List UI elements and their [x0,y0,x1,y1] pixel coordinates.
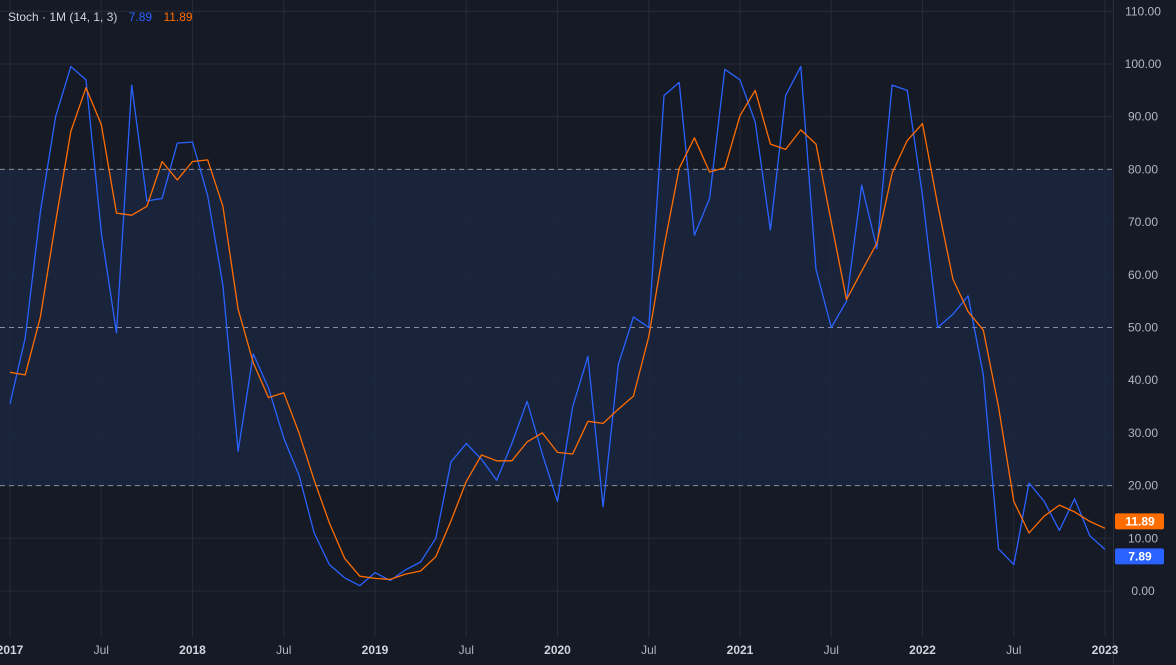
x-tick-label: 2021 [727,643,754,657]
k-series-line[interactable] [9,65,1106,587]
x-tick-label: Jul [641,643,656,657]
x-tick-label: 2020 [544,643,571,657]
y-tick-label: 50.00 [1128,321,1158,335]
x-tick-label: Jul [459,643,474,657]
x-tick-label: 2022 [909,643,936,657]
y-tick-label: 110.00 [1125,4,1161,18]
x-tick-label: 2017 [0,643,24,657]
y-tick-label: 0.00 [1131,584,1155,598]
d-value-label: 11.89 [163,10,193,24]
x-tick-label: Jul [824,643,839,657]
series-lines [9,65,1106,587]
last-value-text: 7.89 [1128,549,1152,563]
y-tick-label: 20.00 [1128,479,1158,493]
k-last-value-tag: 7.89 [1115,548,1164,565]
price-axis[interactable]: 0.00 10.00 20.00 30.00 40.00 50.00 60.00 70.00 8… [1125,4,1162,598]
y-tick-label: 30.00 [1128,426,1158,440]
indicator-name: Stoch · 1M (14, 1, 3) [8,10,118,24]
y-tick-label: 10.00 [1128,531,1158,545]
x-tick-label: 2019 [362,643,389,657]
x-tick-label: Jul [1006,643,1021,657]
x-tick-label: 2023 [1092,643,1119,657]
x-tick-label: 2018 [179,643,206,657]
k-value-label: 7.89 [128,10,153,24]
y-tick-label: 90.00 [1128,110,1158,124]
x-tick-label: Jul [94,643,109,657]
y-tick-label: 100.00 [1125,57,1162,71]
y-tick-label: 70.00 [1128,215,1158,229]
x-tick-label: Jul [276,643,291,657]
y-tick-label: 80.00 [1128,162,1158,176]
last-value-text: 11.89 [1125,514,1155,528]
last-value-tags: 11.89 7.89 [1115,513,1164,565]
band-lines [0,168,1113,487]
d-last-value-tag: 11.89 [1115,513,1164,530]
y-tick-label: 60.00 [1128,268,1158,282]
d-series-line[interactable] [9,87,1106,581]
y-tick-label: 40.00 [1128,373,1158,387]
indicator-legend[interactable]: Stoch · 1M (14, 1, 3) 7.89 11.89 [8,10,195,24]
time-axis[interactable]: 2017 Jul 2018 Jul 2019 Jul 2020 Jul 2021 Jul 2022 J… [0,643,1119,657]
